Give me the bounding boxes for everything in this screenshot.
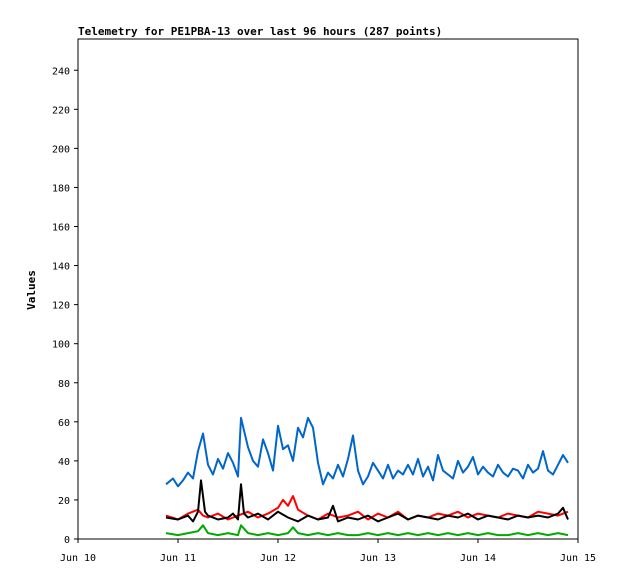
x-axis: Jun 10 Jun 11 Jun 12 Jun 13 Jun 14 Jun 15	[60, 539, 596, 564]
x-tick-label: Jun 12	[260, 553, 296, 564]
series-layer	[165, 416, 569, 537]
x-tick-label: Jun 14	[460, 553, 496, 564]
y-tick-label: 80	[58, 379, 70, 390]
chart-title: Telemetry for PE1PBA-13 over last 96 hou…	[78, 25, 442, 38]
y-tick-label: 100	[52, 340, 70, 351]
y-axis-title: Values	[25, 270, 38, 310]
series-line-3	[165, 524, 569, 537]
y-tick-label: 60	[58, 418, 70, 429]
y-tick-label: 180	[52, 183, 70, 194]
series-line-2	[165, 479, 569, 523]
y-tick-label: 140	[52, 262, 70, 273]
x-tick-label: Jun 11	[160, 553, 196, 564]
y-tick-label: 120	[52, 301, 70, 312]
y-tick-label: 0	[64, 535, 70, 546]
y-tick-label: 240	[52, 66, 70, 77]
y-tick-label: 40	[58, 457, 70, 468]
x-tick-label: Jun 15	[560, 553, 596, 564]
x-tick-label: Jun 13	[360, 553, 396, 564]
y-tick-label: 220	[52, 105, 70, 116]
x-tick-label: Jun 10	[60, 553, 96, 564]
y-tick-label: 160	[52, 223, 70, 234]
y-axis: 0 20 40 60 80 100 120 140 160 180 200 220 240	[52, 66, 78, 546]
plot-area-frame	[77, 38, 579, 540]
y-tick-label: 20	[58, 496, 70, 507]
series-line-0	[165, 416, 569, 488]
y-tick-label: 200	[52, 144, 70, 155]
